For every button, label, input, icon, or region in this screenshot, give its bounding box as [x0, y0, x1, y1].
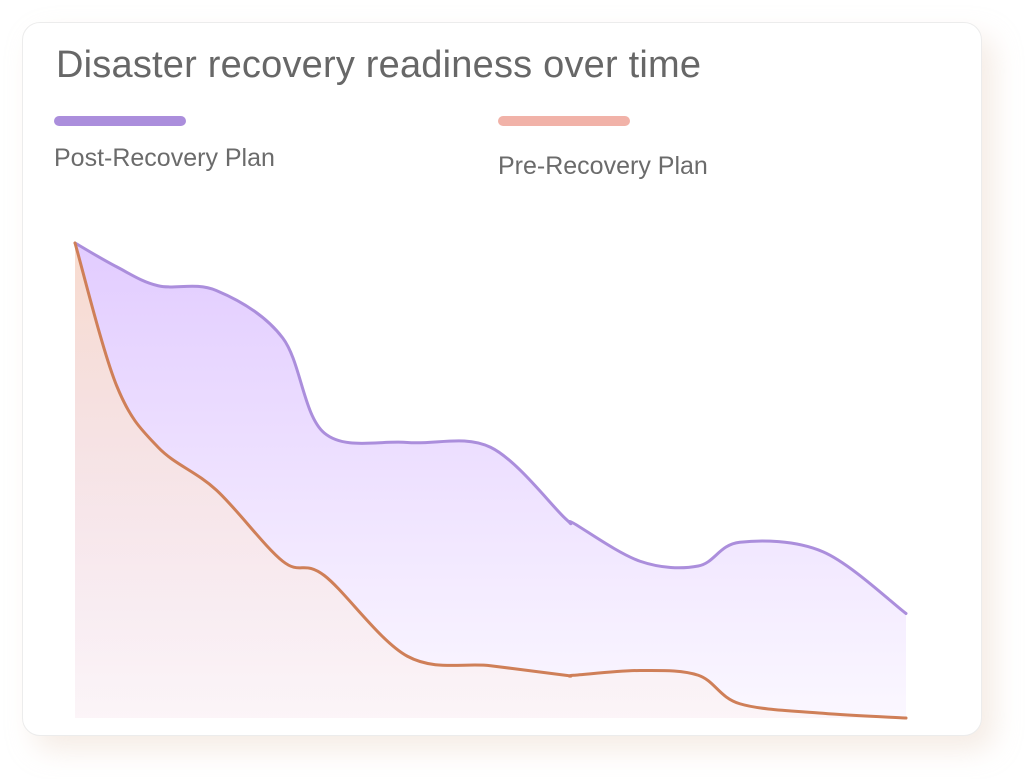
chart-title: Disaster recovery readiness over time [56, 44, 702, 86]
legend-swatch-pre-recovery [498, 116, 630, 126]
legend-label-post-recovery: Post-Recovery Plan [54, 144, 275, 172]
post-recovery-line [73, 241, 908, 615]
legend-post-recovery: Post-Recovery Plan [54, 116, 275, 173]
legend-swatch-post-recovery [54, 116, 186, 126]
legend-pre-recovery: Pre-Recovery Plan [498, 116, 708, 181]
legend-label-pre-recovery: Pre-Recovery Plan [498, 152, 708, 180]
pre-recovery-line [73, 241, 908, 720]
pre-recovery-area [75, 243, 906, 718]
